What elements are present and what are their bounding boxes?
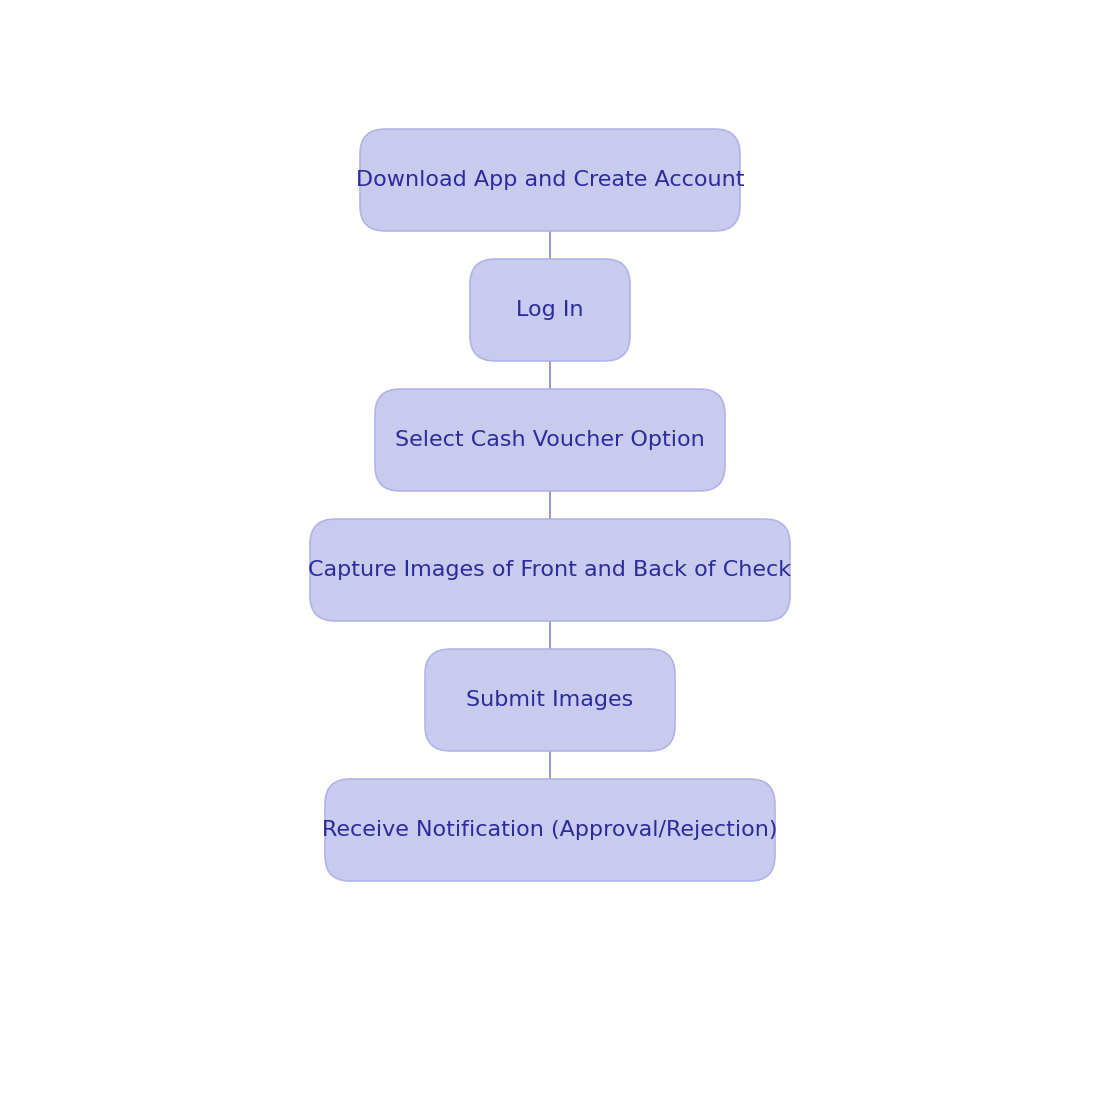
FancyBboxPatch shape (470, 258, 630, 361)
Text: Select Cash Voucher Option: Select Cash Voucher Option (395, 430, 705, 450)
FancyBboxPatch shape (324, 779, 776, 881)
Text: Receive Notification (Approval/Rejection): Receive Notification (Approval/Rejection… (322, 820, 778, 840)
Text: Download App and Create Account: Download App and Create Account (355, 170, 745, 190)
FancyBboxPatch shape (310, 519, 790, 621)
Text: Submit Images: Submit Images (466, 690, 634, 710)
FancyBboxPatch shape (360, 129, 740, 231)
FancyBboxPatch shape (425, 649, 675, 751)
FancyBboxPatch shape (375, 389, 725, 491)
Text: Capture Images of Front and Back of Check: Capture Images of Front and Back of Chec… (308, 560, 792, 580)
Text: Log In: Log In (516, 300, 584, 320)
